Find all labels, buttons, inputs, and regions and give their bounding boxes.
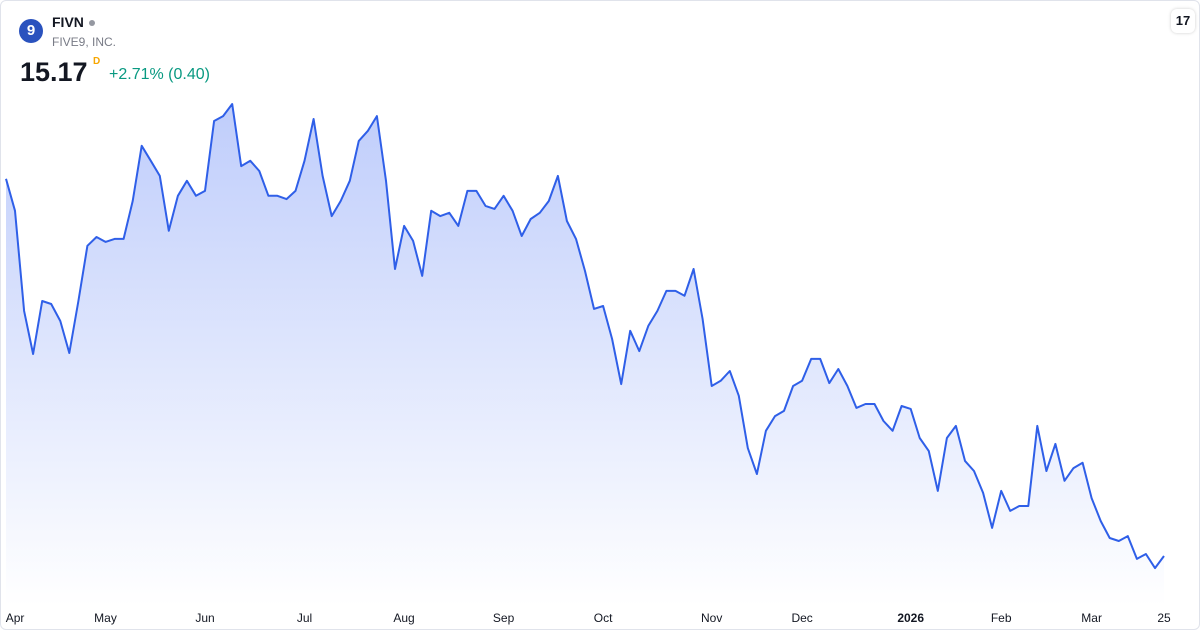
symbol: FIVN [52, 14, 95, 30]
logo: 9 [19, 19, 43, 43]
x-tick-label: Nov [701, 611, 722, 625]
x-tick-label: Jul [297, 611, 312, 625]
ticker: FIVN [52, 14, 84, 30]
x-tick-label: Sep [493, 611, 515, 625]
x-tick-label: Oct [594, 611, 613, 625]
price-marker: D [93, 56, 101, 67]
price: 15.17 [20, 57, 88, 87]
x-tick-label: 2026 [897, 611, 924, 625]
x-tick-label: Apr [6, 611, 25, 625]
x-tick-label: Aug [393, 611, 414, 625]
x-tick-label: May [94, 611, 117, 625]
area [6, 104, 1164, 606]
company-name: FIVE9, INC. [52, 35, 117, 49]
x-tick-label: Dec [791, 611, 812, 625]
price-change: +2.71% (0.40) [109, 66, 210, 83]
price-line [5, 103, 1165, 570]
x-tick-label: Feb [991, 611, 1012, 625]
x-tick-label: Mar [1081, 611, 1102, 625]
x-tick-label: 25 [1157, 611, 1171, 625]
x-tick-label: Jun [195, 611, 214, 625]
status-dot [88, 20, 95, 27]
brand-logo[interactable]: 17 [1171, 9, 1195, 33]
